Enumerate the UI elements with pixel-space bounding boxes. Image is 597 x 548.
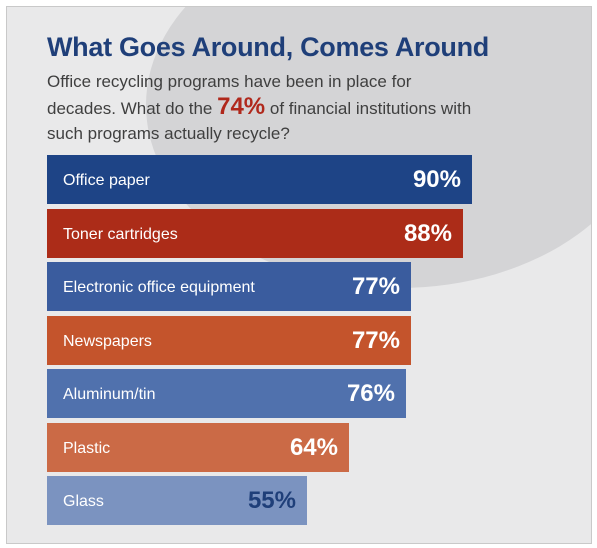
bar-glass: Glass 55%	[47, 476, 307, 525]
bar-label: Newspapers	[63, 333, 152, 350]
chart-title: What Goes Around, Comes Around	[47, 32, 489, 62]
bar-label: Glass	[63, 493, 104, 510]
bar-label: Toner cartridges	[63, 226, 178, 243]
bar-chart: Office paper 90% Toner cartridges 88% Electr…	[47, 155, 567, 535]
bar-office-paper: Office paper 90%	[47, 155, 472, 204]
subtitle-text-start: Office recycling programs have been in p…	[47, 72, 412, 118]
bar-newspapers: Newspapers 77%	[47, 316, 411, 365]
bar-value-label: 77%	[351, 273, 400, 300]
bar-label: Plastic	[63, 440, 111, 457]
infographic-frame: What Goes Around, Comes Around Office re…	[6, 6, 592, 544]
bar-label: Electronic office equipment	[63, 279, 255, 296]
bar-toner-cartridges: Toner cartridges 88%	[47, 209, 463, 258]
bar-label: Aluminum/tin	[63, 386, 156, 403]
chart-subtitle: Office recycling programs have been in p…	[47, 69, 477, 146]
bar-value-label: 77%	[351, 327, 400, 354]
bar-value-label: 90%	[412, 166, 461, 193]
bar-aluminum-tin: Aluminum/tin 76%	[47, 369, 406, 418]
subtitle-highlight-percent: 74%	[217, 93, 266, 120]
bar-electronic-office-equipment: Electronic office equipment 77%	[47, 262, 411, 311]
bar-value-label: 76%	[346, 380, 395, 407]
subtitle-text-end: of financial institutions with such prog…	[47, 99, 472, 143]
bar-value-label: 64%	[289, 434, 338, 461]
bar-value-label: 55%	[247, 487, 296, 514]
bar-label: Office paper	[63, 172, 150, 189]
bar-plastic: Plastic 64%	[47, 423, 349, 472]
bar-value-label: 88%	[403, 220, 452, 247]
